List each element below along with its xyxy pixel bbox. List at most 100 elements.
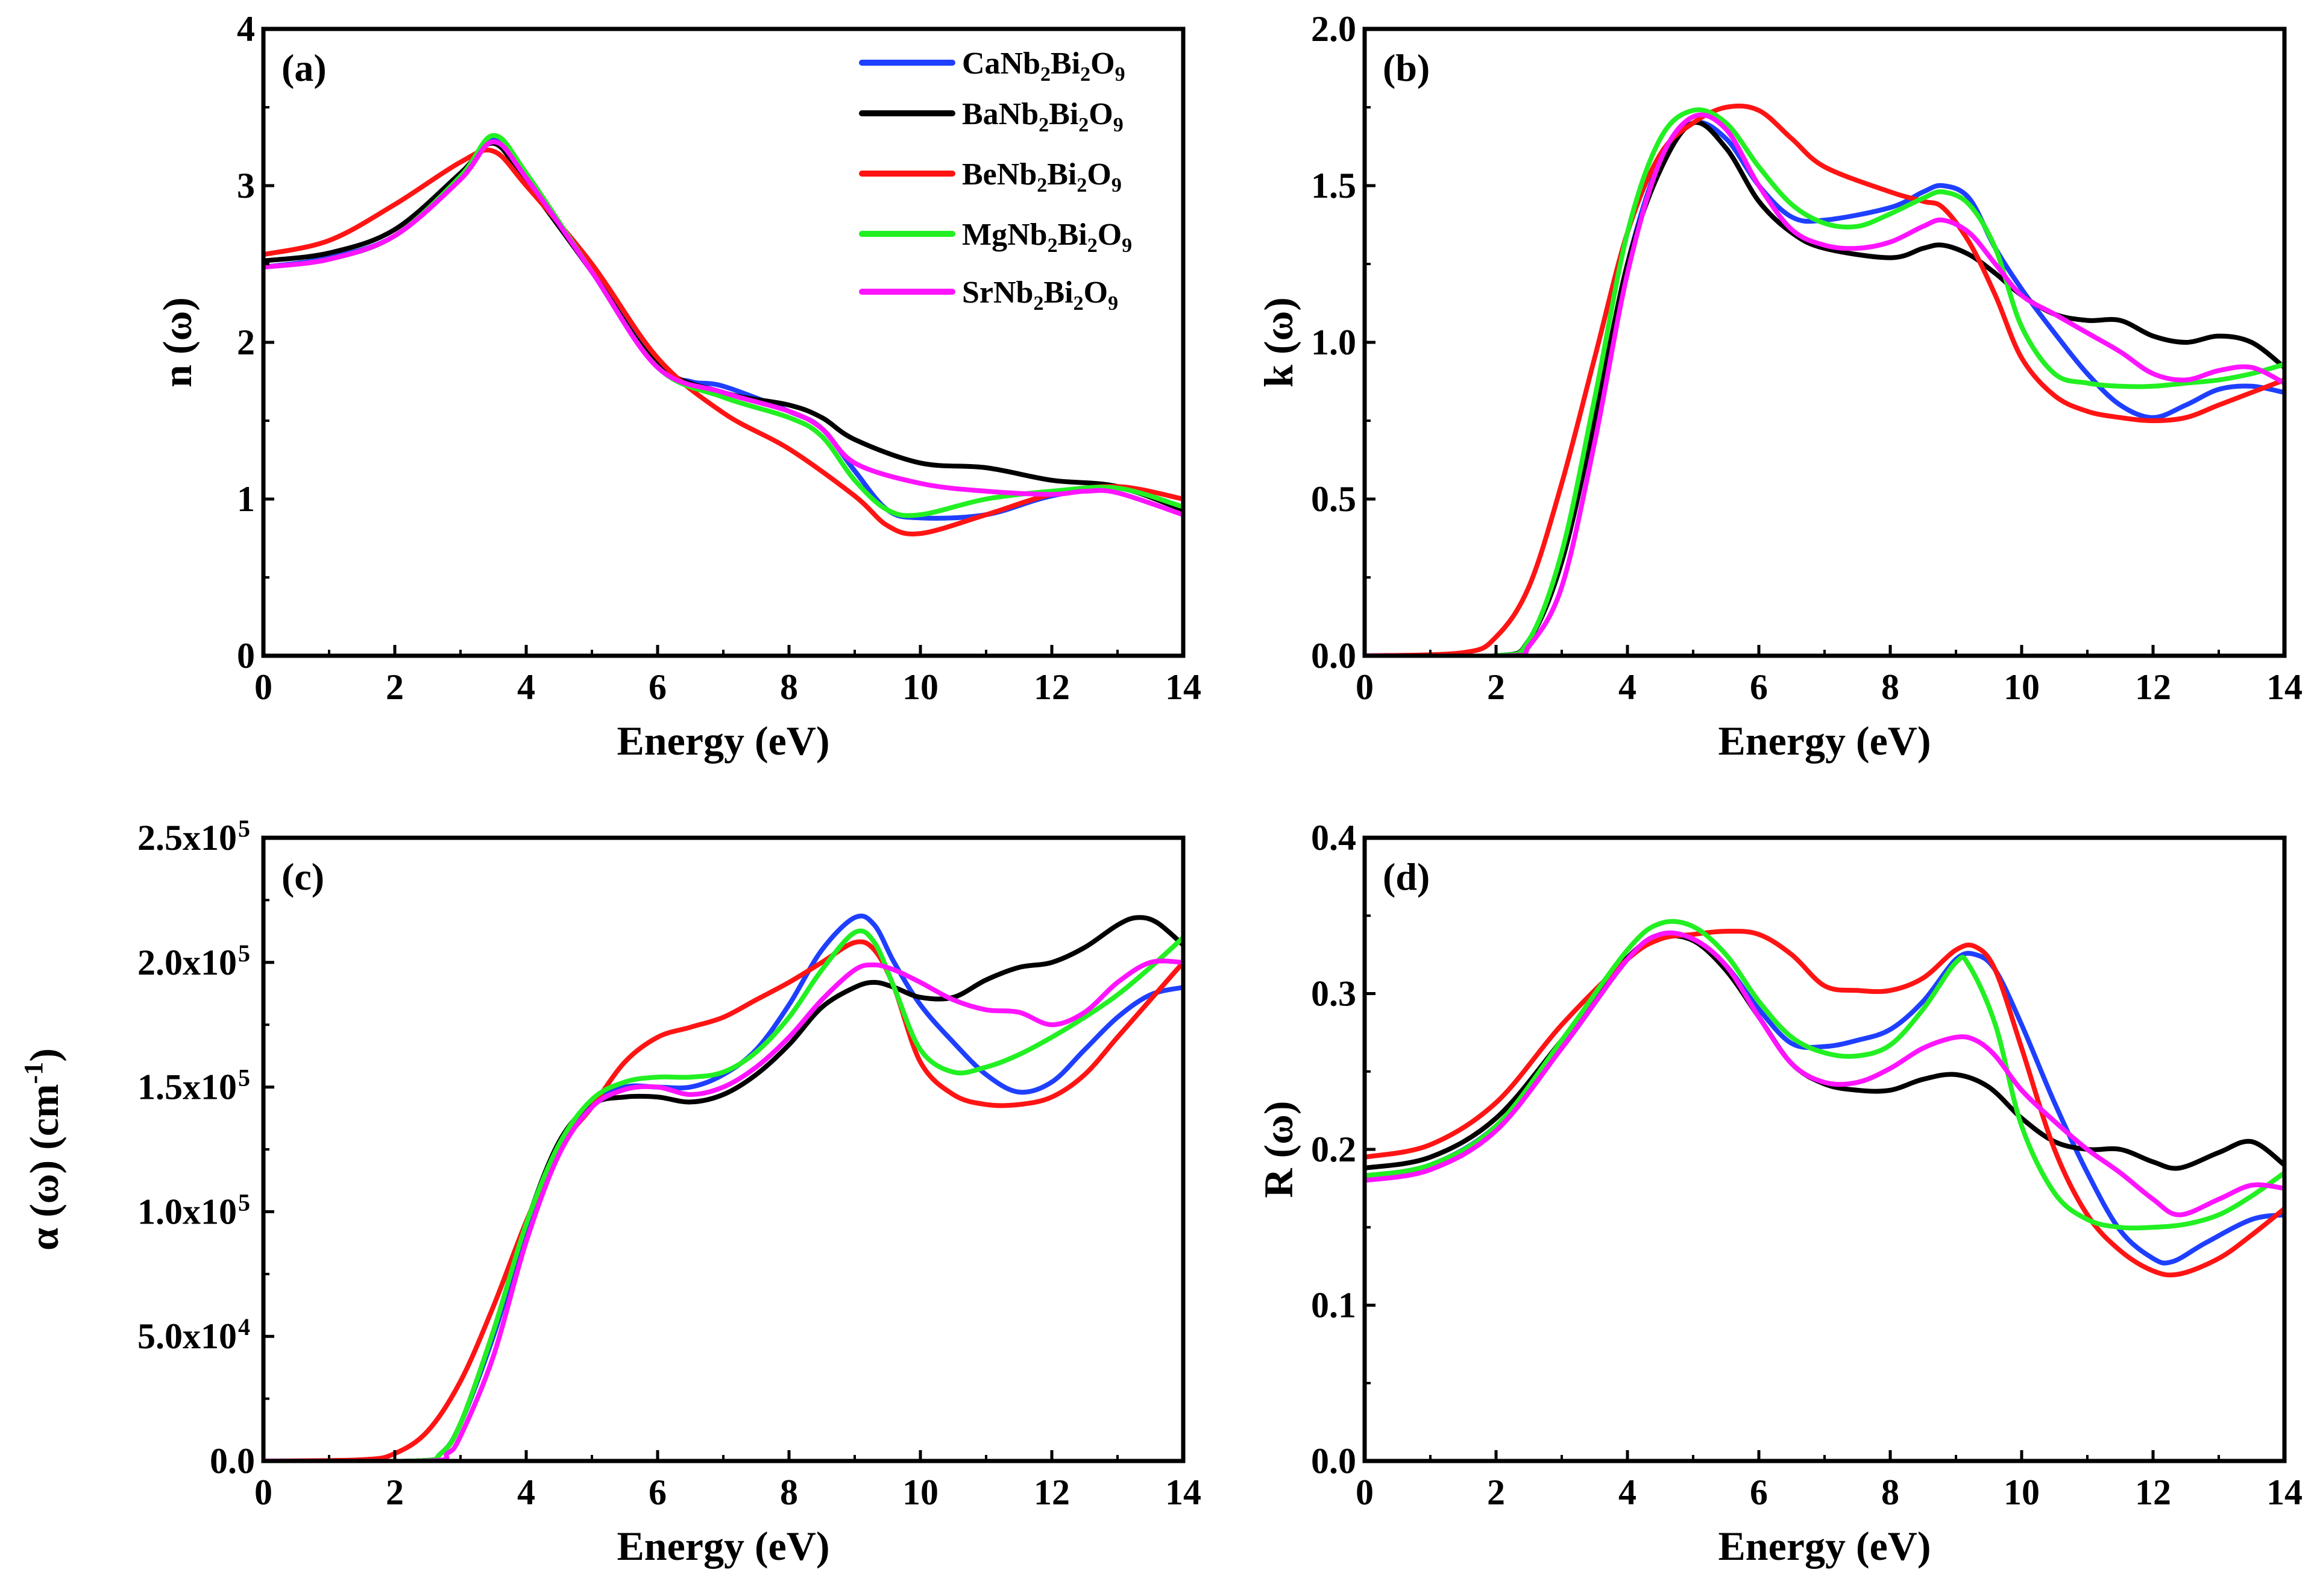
series-line-b-sr — [1365, 112, 2284, 656]
series-line-d-sr — [1365, 930, 2284, 1217]
legend-entry-sr: SrNb2Bi2O9 — [859, 275, 1118, 315]
legend: CaNb2Bi2O9 BaNb2Bi2O9 BeNb2Bi2O9 MgNb2Bi… — [859, 46, 1132, 315]
y-tick-label-c-4: 2.0x10 — [137, 943, 237, 982]
y-tick-label-a-0: 0 — [237, 636, 255, 676]
y-tick-exponent-c-1: 4 — [238, 1313, 250, 1340]
x-tick-label-d-8: 8 — [1881, 1472, 1899, 1512]
y-tick-label-b-1: 0.5 — [1311, 479, 1356, 519]
y-tick-label-a-4: 4 — [237, 9, 255, 49]
y-tick-exponent-c-5: 5 — [238, 815, 250, 842]
series-group-c — [263, 913, 1183, 1461]
series-line-c-be — [263, 939, 1183, 1461]
x-axis-title-c: Energy (eV) — [617, 1523, 829, 1569]
x-tick-label-a-4: 4 — [517, 667, 535, 707]
y-tick-label-b-3: 1.5 — [1311, 166, 1356, 206]
y-tick-label-d-3: 0.3 — [1311, 974, 1356, 1014]
x-tick-label-b-8: 8 — [1881, 667, 1899, 707]
legend-entry-ba: BaNb2Bi2O9 — [859, 97, 1124, 136]
x-tick-label-b-0: 0 — [1356, 667, 1374, 707]
x-tick-label-d-10: 10 — [2004, 1472, 2040, 1512]
x-tick-label-c-14: 14 — [1165, 1472, 1201, 1512]
legend-label-sr: SrNb2Bi2O9 — [962, 275, 1118, 315]
x-tick-label-d-2: 2 — [1487, 1472, 1505, 1512]
y-tick-label-d-2: 0.2 — [1311, 1129, 1356, 1169]
series-line-b-be — [1365, 103, 2284, 656]
series-line-c-sr — [263, 958, 1183, 1461]
series-line-d-mg — [1365, 919, 2284, 1231]
y-axis-title-main-c: α (ω) (cm — [21, 1084, 67, 1250]
y-tick-label-c-2: 1.0x10 — [137, 1192, 237, 1231]
y-axis-title-a: n (ω) — [154, 297, 200, 388]
series-line-c-ca — [263, 913, 1183, 1461]
panel-b: 0 2 4 6 8 10 12 14 0.0 0.5 1.0 1.5 2.0 (b) Energy (eV)… — [1256, 9, 2303, 764]
series-line-c-ba — [263, 915, 1183, 1461]
x-tick-label-d-12: 12 — [2135, 1472, 2171, 1512]
y-tick-label-a-3: 3 — [237, 166, 255, 206]
series-line-d-be — [1365, 928, 2284, 1278]
plot-frame-b — [1362, 27, 2287, 658]
x-tick-label-a-8: 8 — [780, 667, 798, 707]
x-tick-label-b-10: 10 — [2004, 667, 2040, 707]
x-tick-label-c-4: 4 — [517, 1472, 535, 1512]
y-tick-label-c-5: 2.5x10 — [137, 818, 237, 858]
panel-label-c: (c) — [281, 855, 324, 898]
y-axis-title-sup-c: -1 — [19, 1062, 48, 1084]
x-tick-label-d-0: 0 — [1356, 1472, 1374, 1512]
x-tick-label-b-12: 12 — [2135, 667, 2171, 707]
y-tick-label-d-1: 0.1 — [1311, 1286, 1356, 1325]
panel-label-d: (d) — [1383, 855, 1430, 898]
series-line-b-ba — [1365, 120, 2284, 656]
legend-label-ba: BaNb2Bi2O9 — [962, 97, 1124, 136]
y-tick-exponent-c-4: 5 — [238, 940, 250, 967]
x-tick-label-a-0: 0 — [254, 667, 272, 707]
legend-entry-mg: MgNb2Bi2O9 — [859, 218, 1132, 257]
y-tick-label-a-2: 2 — [237, 322, 255, 362]
series-line-c-mg — [263, 928, 1183, 1461]
series-group-b — [1365, 103, 2284, 656]
y-tick-label-a-1: 1 — [237, 479, 255, 519]
series-line-a-be — [263, 147, 1183, 536]
legend-label-mg: MgNb2Bi2O9 — [962, 218, 1132, 257]
x-axis-title-a: Energy (eV) — [617, 718, 829, 764]
series-line-b-mg — [1365, 107, 2284, 656]
y-tick-label-b-0: 0.0 — [1311, 636, 1356, 676]
x-tick-label-b-2: 2 — [1487, 667, 1505, 707]
series-group-a — [263, 133, 1183, 536]
x-tick-label-c-10: 10 — [902, 1472, 938, 1512]
x-tick-label-b-14: 14 — [2266, 667, 2303, 707]
x-tick-label-a-14: 14 — [1165, 667, 1201, 707]
y-tick-exponent-c-2: 5 — [238, 1189, 250, 1216]
panel-label-a: (a) — [281, 46, 327, 89]
y-tick-label-c-0: 0.0 — [210, 1441, 255, 1481]
x-tick-label-a-2: 2 — [386, 667, 404, 707]
panel-d: 0 2 4 6 8 10 12 14 0.0 0.1 0.2 0.3 0.4 (d) Energy (eV)… — [1256, 818, 2303, 1569]
legend-label-be: BeNb2Bi2O9 — [962, 157, 1122, 196]
legend-label-ca: CaNb2Bi2O9 — [962, 46, 1125, 86]
x-tick-label-d-4: 4 — [1618, 1472, 1636, 1512]
x-tick-label-c-6: 6 — [649, 1472, 667, 1512]
y-tick-label-c-3: 1.5x10 — [137, 1067, 237, 1107]
panel-label-b: (b) — [1383, 46, 1430, 89]
y-axis-title-b: k (ω) — [1256, 297, 1301, 388]
y-tick-exponent-c-3: 5 — [238, 1064, 250, 1092]
x-tick-label-c-8: 8 — [780, 1472, 798, 1512]
plot-frame-d — [1362, 835, 2287, 1463]
y-axis-title-close-c: ) — [21, 1048, 67, 1062]
x-tick-label-c-2: 2 — [386, 1472, 404, 1512]
x-tick-label-a-12: 12 — [1034, 667, 1070, 707]
x-tick-label-d-6: 6 — [1750, 1472, 1768, 1512]
y-tick-label-b-2: 1.0 — [1311, 322, 1356, 362]
legend-entry-ca: CaNb2Bi2O9 — [859, 46, 1125, 86]
x-tick-label-c-0: 0 — [254, 1472, 272, 1512]
y-axis-title-c: α (ω) (cm-1) — [19, 1048, 67, 1251]
x-tick-label-a-10: 10 — [902, 667, 938, 707]
x-tick-label-a-6: 6 — [649, 667, 667, 707]
x-tick-label-b-6: 6 — [1750, 667, 1768, 707]
x-tick-label-b-4: 4 — [1618, 667, 1636, 707]
x-axis-title-b: Energy (eV) — [1718, 718, 1931, 764]
x-axis-title-d: Energy (eV) — [1718, 1523, 1931, 1569]
plot-frame-c — [261, 835, 1186, 1463]
series-line-b-ca — [1365, 119, 2284, 656]
